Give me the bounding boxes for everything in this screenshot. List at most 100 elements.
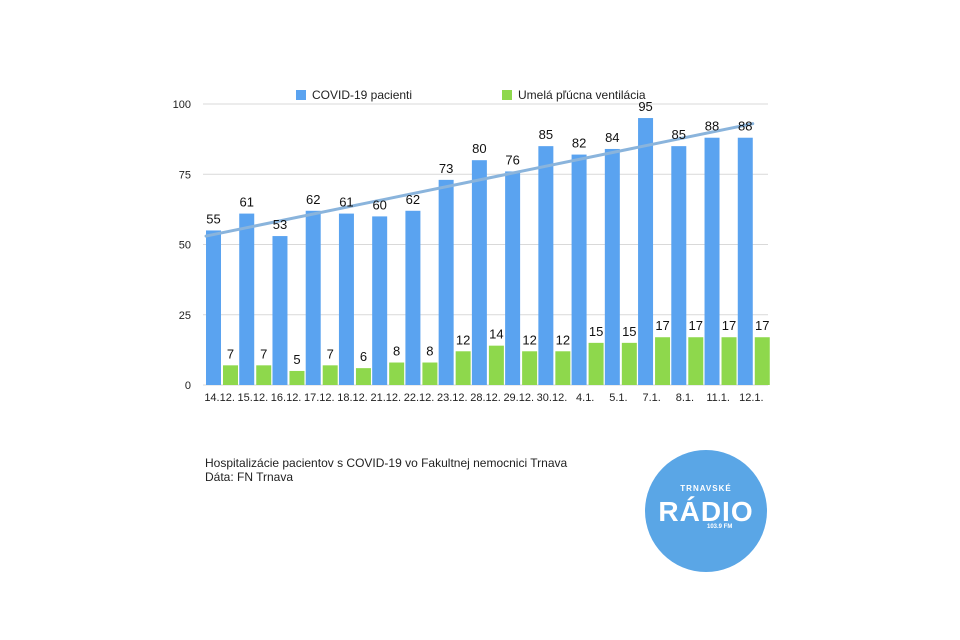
- legend-swatch: [502, 90, 512, 100]
- bar-covid-patients: [704, 137, 720, 385]
- value-label-covid: 80: [472, 141, 486, 156]
- bar-ventilation: [455, 351, 471, 385]
- bar-covid-patients: [239, 213, 255, 385]
- value-label-ventilation: 12: [522, 332, 536, 347]
- bar-ventilation: [422, 362, 438, 385]
- x-tick-label: 22.12.: [404, 392, 435, 404]
- value-label-covid: 84: [605, 130, 619, 145]
- x-tick-label: 12.1.: [739, 392, 763, 404]
- bar-covid-patients: [206, 230, 221, 385]
- bar-ventilation: [721, 337, 737, 385]
- logo-line1: TRNAVSKÉ: [680, 484, 732, 493]
- x-tick-label: 21.12.: [370, 392, 401, 404]
- bar-covid-patients: [272, 236, 288, 385]
- bar-covid-patients: [305, 210, 321, 385]
- bar-covid-patients: [737, 137, 753, 385]
- bar-covid-patients: [571, 154, 587, 385]
- value-label-ventilation: 14: [489, 327, 503, 342]
- bar-ventilation: [754, 337, 770, 385]
- bar-ventilation: [488, 345, 504, 385]
- value-label-covid: 55: [206, 211, 220, 226]
- value-label-ventilation: 5: [293, 352, 300, 367]
- x-tick-label: 17.12.: [304, 392, 335, 404]
- bar-ventilation: [355, 368, 371, 385]
- x-tick-label: 15.12.: [238, 392, 269, 404]
- value-label-covid: 85: [539, 127, 553, 142]
- x-tick-label: 4.1.: [576, 392, 594, 404]
- x-tick-label: 8.1.: [676, 392, 694, 404]
- bar-covid-patients: [471, 160, 487, 385]
- bars: [206, 118, 770, 386]
- value-label-covid: 76: [505, 152, 519, 167]
- value-label-covid: 60: [372, 197, 386, 212]
- value-label-covid: 82: [572, 136, 586, 151]
- legend: COVID-19 pacienti Umelá pľúcna ventilácia: [296, 88, 646, 102]
- bar-ventilation: [655, 337, 671, 385]
- value-label-ventilation: 17: [755, 318, 769, 333]
- logo-line3: 103.9 FM: [707, 524, 733, 530]
- logo-line2: RÁDIO: [658, 496, 754, 527]
- value-label-ventilation: 12: [556, 332, 570, 347]
- bar-covid-patients: [671, 146, 687, 385]
- bar-ventilation: [256, 365, 272, 385]
- x-tick-label: 16.12.: [271, 392, 302, 404]
- x-tick-label: 23.12.: [437, 392, 468, 404]
- bar-ventilation: [555, 351, 571, 385]
- value-labels: 55 7 61 7 53 5 62 7 61 6 60 8 62 8 73 12 80 14 76 12 85 12 82 1…: [206, 99, 769, 367]
- bar-covid-patients: [438, 179, 454, 385]
- value-label-covid: 53: [273, 217, 287, 232]
- value-label-covid: 62: [406, 192, 420, 207]
- value-label-ventilation: 8: [393, 344, 400, 359]
- value-label-covid: 88: [738, 119, 752, 134]
- value-label-covid: 85: [672, 127, 686, 142]
- radio-logo: TRNAVSKÉ RÁDIO 103.9 FM: [645, 450, 767, 572]
- bar-ventilation: [223, 365, 238, 385]
- bar-covid-patients: [372, 216, 388, 385]
- bar-covid-patients: [405, 210, 421, 385]
- value-label-covid: 73: [439, 161, 453, 176]
- trendline-covid: [204, 122, 755, 238]
- y-tick-label: 0: [185, 380, 191, 392]
- legend-label: COVID-19 pacienti: [312, 88, 412, 102]
- y-tick-label: 25: [179, 310, 191, 322]
- value-label-covid: 88: [705, 119, 719, 134]
- value-label-ventilation: 15: [622, 324, 636, 339]
- x-tick-label: 28.12.: [470, 392, 501, 404]
- bar-covid-patients: [604, 148, 620, 385]
- bar-covid-patients: [338, 213, 354, 385]
- x-tick-label: 18.12.: [337, 392, 368, 404]
- value-label-covid: 61: [240, 195, 254, 210]
- value-label-covid: 95: [638, 99, 652, 114]
- bar-covid-patients: [505, 171, 521, 385]
- value-label-ventilation: 7: [327, 346, 334, 361]
- bar-ventilation: [389, 362, 405, 385]
- y-tick-label: 75: [179, 169, 191, 181]
- value-label-covid: 61: [339, 195, 353, 210]
- value-label-ventilation: 17: [722, 318, 736, 333]
- chart-caption: Hospitalizácie pacientov s COVID-19 vo F…: [205, 456, 567, 484]
- value-label-ventilation: 17: [655, 318, 669, 333]
- bar-ventilation: [621, 342, 637, 385]
- bar-ventilation: [289, 370, 305, 385]
- value-label-ventilation: 6: [360, 349, 367, 364]
- value-label-ventilation: 7: [260, 346, 267, 361]
- bar-covid-patients: [638, 118, 654, 386]
- value-label-ventilation: 7: [227, 346, 234, 361]
- y-axis: 0 25 50 75 100: [173, 99, 191, 392]
- x-tick-label: 5.1.: [609, 392, 627, 404]
- value-label-ventilation: 17: [689, 318, 703, 333]
- x-axis: 14.12. 15.12. 16.12. 17.12. 18.12. 21.12. 22.1…: [204, 392, 763, 404]
- bar-covid-patients: [538, 146, 554, 385]
- value-label-ventilation: 15: [589, 324, 603, 339]
- y-tick-label: 50: [179, 240, 191, 252]
- legend-label: Umelá pľúcna ventilácia: [518, 88, 646, 102]
- x-tick-label: 29.12.: [503, 392, 534, 404]
- bar-ventilation: [688, 337, 704, 385]
- legend-swatch: [296, 90, 306, 100]
- x-tick-label: 30.12.: [537, 392, 568, 404]
- value-label-ventilation: 12: [456, 332, 470, 347]
- y-tick-label: 100: [173, 99, 191, 111]
- x-tick-label: 14.12.: [204, 392, 235, 404]
- caption-title: Hospitalizácie pacientov s COVID-19 vo F…: [205, 456, 568, 470]
- x-tick-label: 7.1.: [642, 392, 660, 404]
